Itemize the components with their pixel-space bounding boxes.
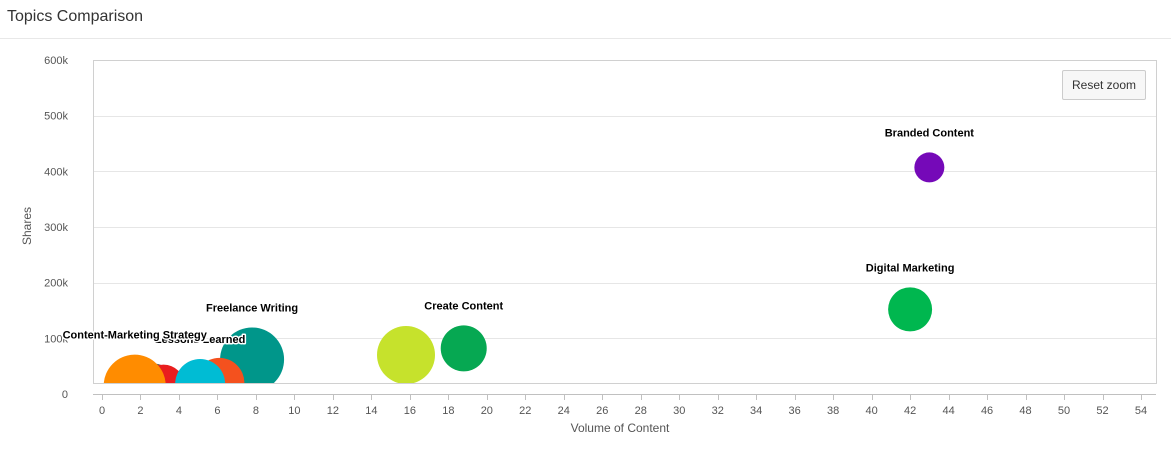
- x-tick-label: 24: [558, 405, 570, 417]
- data-label-halo: Content-Marketing Strategy: [63, 330, 208, 342]
- x-tick-label: 44: [942, 405, 954, 417]
- x-tick-label: 6: [214, 405, 220, 417]
- x-tick-label: 0: [99, 405, 105, 417]
- x-tick-label: 42: [904, 405, 916, 417]
- reset-zoom-button[interactable]: Reset zoom: [1062, 70, 1146, 100]
- x-axis-title: Volume of Content: [571, 421, 670, 435]
- y-tick-label: 0: [62, 389, 68, 401]
- x-tick-label: 54: [1135, 405, 1147, 417]
- x-tick-label: 10: [288, 405, 300, 417]
- bubble-series: [103, 152, 945, 417]
- x-tick-label: 8: [253, 405, 259, 417]
- x-tick-label: 50: [1058, 405, 1070, 417]
- x-tick-label: 28: [635, 405, 647, 417]
- x-tick-label: 40: [866, 405, 878, 417]
- x-tick-label: 22: [519, 405, 531, 417]
- data-label: Lessons Learned: [155, 334, 245, 346]
- bubble-point[interactable]: [914, 152, 945, 183]
- x-tick-label: 4: [176, 405, 182, 417]
- bubble-point[interactable]: [440, 325, 487, 372]
- x-tick-label: 30: [673, 405, 685, 417]
- x-tick-label: 32: [712, 405, 724, 417]
- x-tick-label: 34: [750, 405, 762, 417]
- y-tick-label: 200k: [44, 278, 68, 290]
- data-label-halo: Freelance Writing: [206, 302, 298, 314]
- x-tick-label: 16: [404, 405, 416, 417]
- x-tick-label: 18: [442, 405, 454, 417]
- data-label-halo: Lessons Learned: [155, 334, 245, 346]
- x-tick-label: 38: [827, 405, 839, 417]
- bubble-point[interactable]: [103, 354, 166, 417]
- x-tick-label: 52: [1096, 405, 1108, 417]
- data-label-halo: Create Content: [424, 300, 503, 312]
- data-label: Create Content: [424, 300, 503, 312]
- panel-header: Topics Comparison: [0, 0, 1171, 39]
- data-label: Freelance Writing: [206, 302, 298, 314]
- bubble-point[interactable]: [377, 326, 435, 384]
- y-tick-label: 600k: [44, 55, 68, 67]
- data-label-halo: Digital Marketing: [866, 262, 955, 274]
- x-tick-label: 26: [596, 405, 608, 417]
- y-tick-label: 100k: [44, 333, 68, 345]
- x-tick-label: 46: [981, 405, 993, 417]
- x-tick-label: 20: [481, 405, 493, 417]
- data-label: Branded Content: [885, 127, 975, 139]
- x-tick-label: 48: [1019, 405, 1031, 417]
- plot-border: [93, 60, 1157, 384]
- bubble-point[interactable]: [175, 358, 226, 409]
- panel-title: Topics Comparison: [7, 8, 144, 25]
- x-tick-label: 36: [789, 405, 801, 417]
- y-axis-title: Shares: [20, 207, 34, 245]
- y-tick-label: 500k: [44, 111, 68, 123]
- bubble-point[interactable]: [888, 287, 933, 332]
- x-tick-label: 2: [137, 405, 143, 417]
- y-tick-label: 300k: [44, 222, 68, 234]
- x-tick-label: 12: [327, 405, 339, 417]
- y-tick-label: 400k: [44, 166, 68, 178]
- data-label-halo: Branded Content: [885, 127, 975, 139]
- x-tick-label: 14: [365, 405, 377, 417]
- data-label: Content-Marketing Strategy: [63, 330, 208, 342]
- data-label: Digital Marketing: [866, 262, 955, 274]
